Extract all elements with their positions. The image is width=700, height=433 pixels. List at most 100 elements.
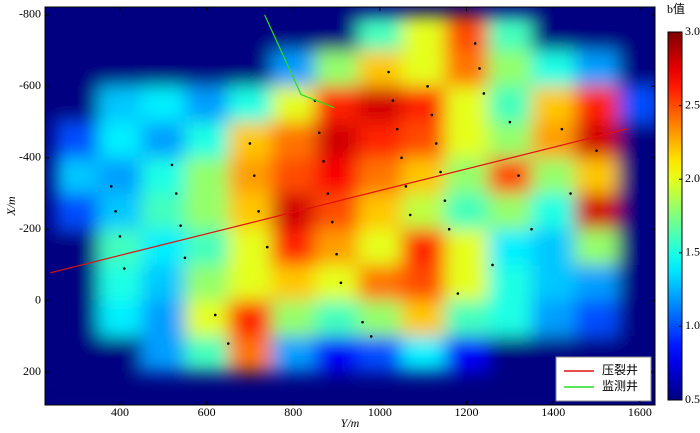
x-tick-label: 1600	[628, 405, 652, 419]
heat-cell	[98, 264, 143, 302]
heat-cell	[314, 122, 359, 159]
heat-cell	[618, 122, 655, 159]
event-point	[322, 160, 325, 163]
event-point	[426, 85, 429, 88]
heat-cell	[54, 157, 99, 194]
event-point	[439, 170, 442, 174]
heat-cell	[184, 336, 229, 373]
colorbar-title: b值	[667, 1, 685, 16]
event-point	[335, 252, 338, 256]
event-point	[391, 99, 395, 102]
heat-cell	[228, 50, 273, 87]
heat-cell	[98, 193, 143, 230]
y-tick-label: 0	[35, 292, 41, 306]
x-tick-label: 1000	[368, 405, 392, 419]
event-point	[248, 142, 252, 145]
heat-cell	[228, 14, 273, 52]
heat-cell	[444, 86, 489, 123]
heat-cell	[358, 300, 403, 337]
heat-cell	[54, 193, 99, 230]
heat-cell	[184, 264, 229, 302]
heat-cell	[54, 300, 99, 337]
event-point	[473, 42, 477, 45]
heat-cell	[401, 264, 446, 302]
event-point	[434, 142, 438, 145]
heat-cell	[444, 122, 489, 159]
heat-cell	[444, 264, 489, 302]
heat-cell	[228, 193, 273, 230]
event-point	[443, 199, 447, 202]
x-tick-label: 400	[111, 405, 129, 419]
heat-cell	[358, 86, 403, 123]
heat-cell	[184, 193, 229, 230]
heat-cell	[618, 193, 655, 230]
heat-cell	[98, 229, 143, 266]
heat-cell	[98, 50, 143, 87]
heat-cell	[531, 86, 576, 123]
x-tick-label: 1200	[455, 405, 479, 419]
heat-cell	[618, 157, 655, 194]
heat-cell	[54, 264, 99, 302]
event-point	[491, 263, 494, 267]
event-point	[339, 281, 343, 285]
overlay	[50, 14, 628, 345]
heat-cell	[271, 157, 316, 194]
heat-cell	[401, 86, 446, 123]
heat-cell	[314, 86, 359, 123]
heat-cell	[574, 50, 619, 87]
heat-cell	[488, 50, 533, 87]
event-point	[257, 210, 260, 213]
heat-cell	[54, 122, 99, 159]
heat-cell	[228, 300, 273, 337]
heat-cell	[54, 229, 99, 266]
y-axis-label: X/m	[4, 196, 18, 217]
y-tick-label: 200	[23, 364, 41, 378]
heat-cell	[184, 157, 229, 194]
heat-cell	[618, 86, 655, 123]
plot-frame	[44, 6, 656, 406]
heat-cell	[531, 14, 576, 52]
heat-cell	[531, 264, 576, 302]
heat-cell	[98, 86, 143, 123]
heat-cell	[228, 122, 273, 159]
heat-cell	[314, 229, 359, 266]
heat-cell	[314, 14, 359, 52]
heat-cell	[574, 157, 619, 194]
heat-cell	[574, 300, 619, 337]
heat-cell	[314, 264, 359, 302]
event-point	[395, 127, 399, 131]
heat-cell	[358, 14, 403, 52]
event-point	[122, 267, 126, 270]
colorbar-tick-label: 3.0	[685, 24, 700, 38]
heat-cell	[531, 50, 576, 87]
event-point	[330, 220, 334, 224]
x-tick-label: 600	[198, 405, 216, 419]
legend-box	[555, 356, 652, 402]
heat-cell	[531, 157, 576, 194]
heat-cell	[488, 14, 533, 52]
heat-cell	[488, 229, 533, 266]
heat-cell	[141, 14, 186, 52]
heat-cell	[141, 229, 186, 266]
heat-cell	[531, 193, 576, 230]
heat-cell	[444, 193, 489, 230]
heat-cell	[314, 193, 359, 230]
x-tick-label: 1400	[541, 405, 565, 419]
event-point	[109, 185, 113, 188]
heat-cell	[98, 157, 143, 194]
event-point	[404, 185, 408, 188]
heat-cell	[358, 264, 403, 302]
heat-cell	[54, 14, 99, 52]
heat-cell	[141, 50, 186, 87]
event-point	[213, 313, 217, 317]
event-point	[317, 131, 321, 135]
heat-cell	[184, 14, 229, 52]
colorbar-tick-label: 1.5	[685, 245, 700, 259]
heat-cell	[228, 157, 273, 194]
event-point	[179, 224, 182, 227]
heat-cell	[358, 229, 403, 266]
well-line	[264, 14, 335, 109]
event-point	[174, 192, 178, 195]
